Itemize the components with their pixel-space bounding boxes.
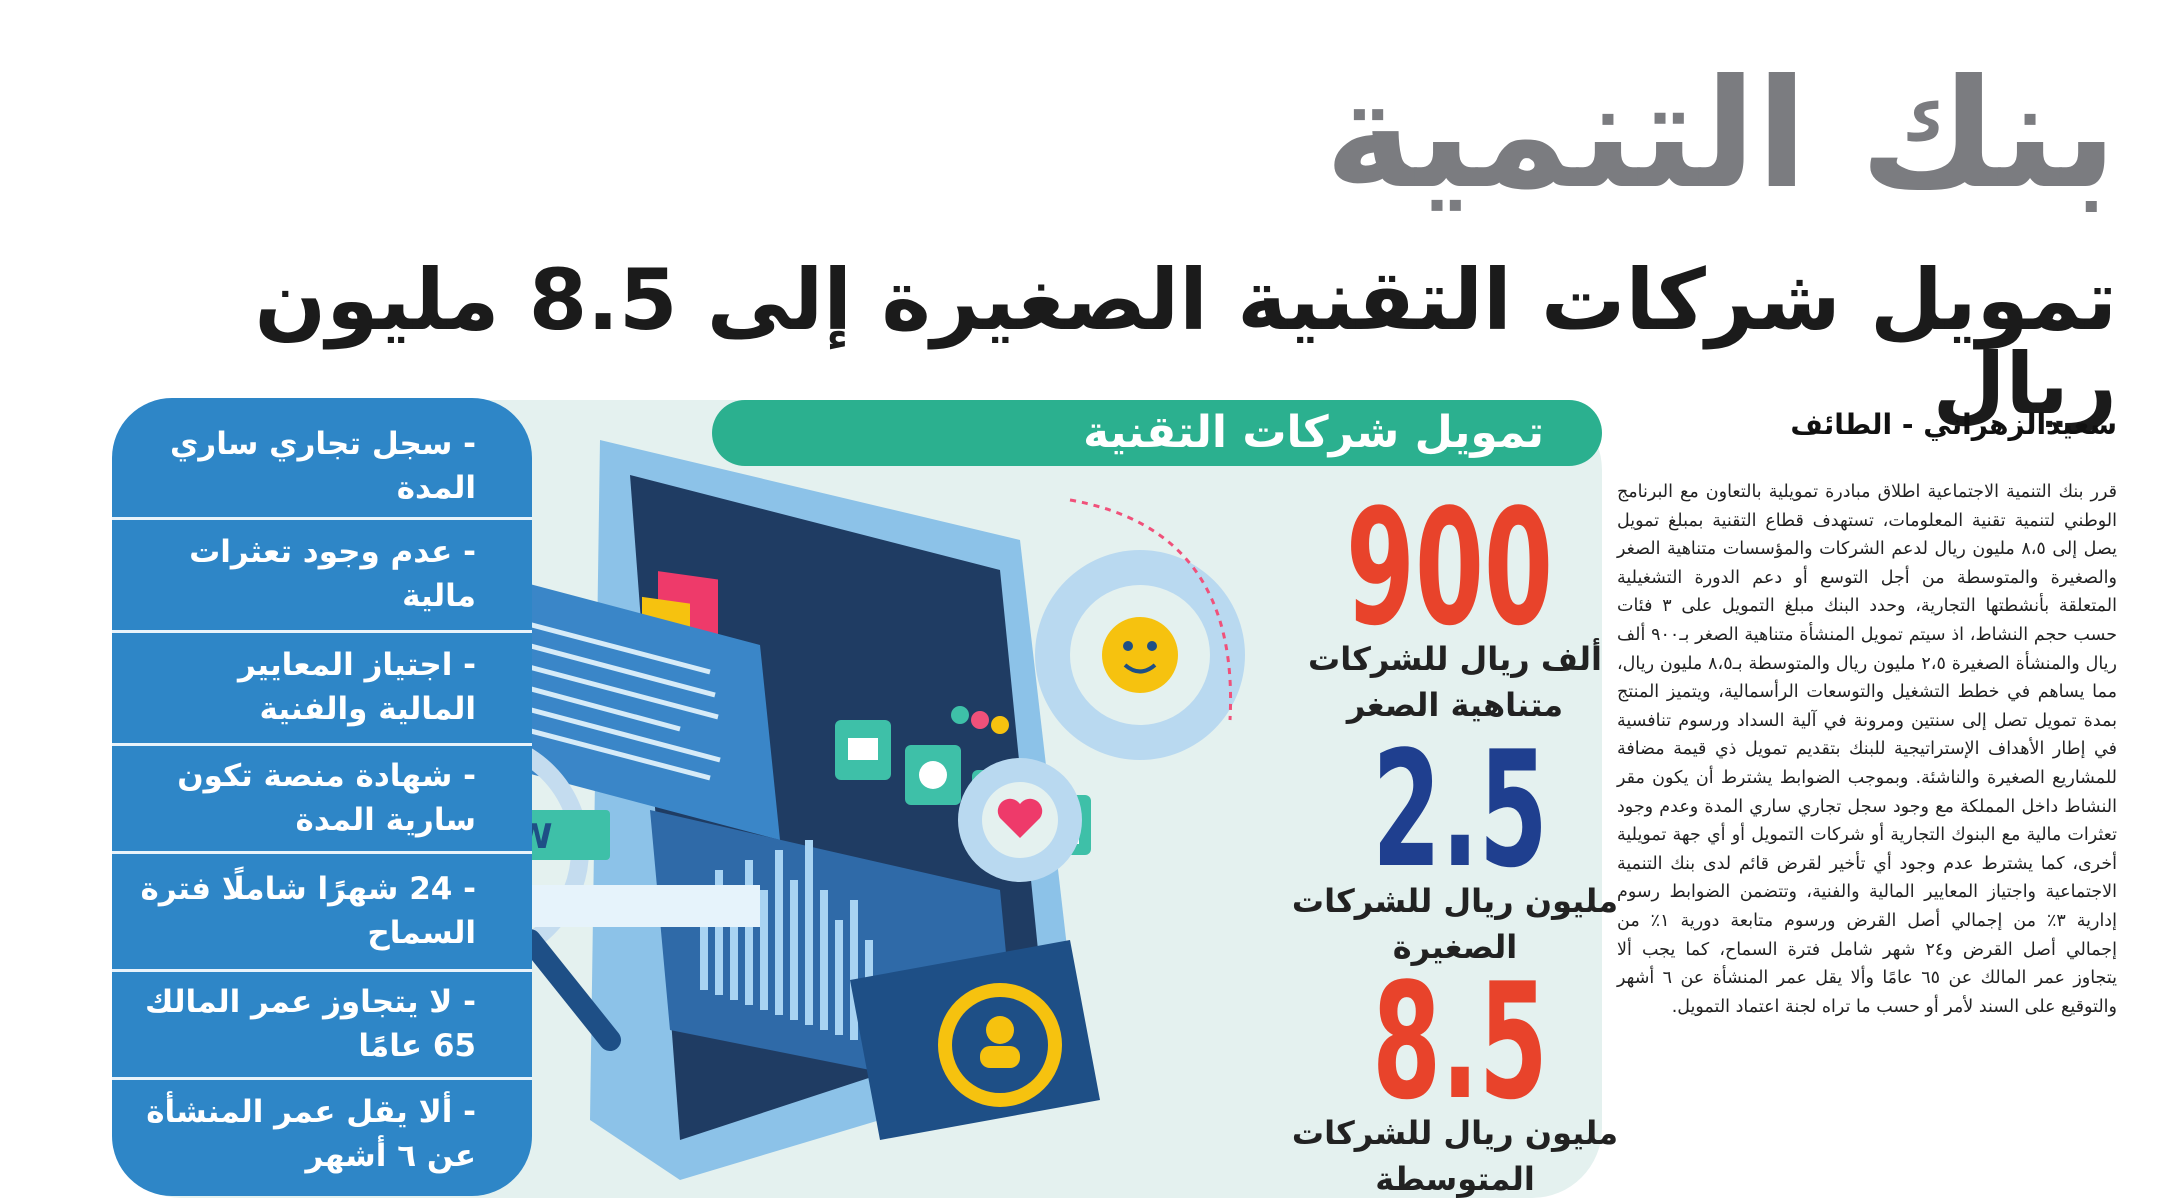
heart-gear	[958, 758, 1082, 882]
stat-value: 900	[1345, 474, 1553, 661]
window-dot	[971, 711, 989, 729]
requirement-item: - عدم وجود تعثرات مالية	[189, 534, 476, 614]
stat-value: 2.5	[1372, 716, 1548, 903]
heart-icon	[997, 798, 1043, 838]
requirement-item: - ألا يقل عمر المنشأة عن ٦ أشهر	[146, 1094, 476, 1174]
stat-label: مليون ريال للشركات المتوسطة	[1291, 1114, 1619, 1198]
infographic-banner: تمويل شركات التقنية	[712, 400, 1602, 466]
stat-label: مليون ريال للشركات الصغيرة	[1291, 882, 1619, 966]
smile-gear	[1035, 550, 1245, 760]
smile-icon	[1102, 617, 1178, 693]
divider	[112, 517, 532, 520]
stat-label: ألف ريال للشركات متناهية الصغر	[1308, 640, 1602, 724]
article-body: قرر بنك التنمية الاجتماعية اطلاق مبادرة …	[1617, 482, 2118, 1017]
page-subtitle: تمويل شركات التقنية الصغيرة إلى 8.5 مليو…	[254, 251, 2118, 433]
divider	[112, 969, 532, 972]
window-dot	[951, 706, 969, 724]
window-dot	[991, 716, 1009, 734]
divider	[112, 743, 532, 746]
page-title: بنك التنمية	[1324, 48, 2119, 222]
requirement-item: - لا يتجاوز عمر المالك 65 عامًا	[145, 984, 476, 1064]
stat-value: 8.5	[1372, 948, 1548, 1135]
technology-illustration: WWW	[380, 440, 1245, 1180]
divider	[112, 630, 532, 633]
requirement-item: - 24 شهرًا شاملًا فترة السماح	[140, 871, 476, 951]
requirement-item: - شهادة منصة تكون سارية المدة	[177, 758, 476, 838]
article-byline: سعيدالزهراني - الطائف	[1790, 408, 2117, 441]
requirement-item: - سجل تجاري ساري المدة	[169, 425, 476, 506]
divider	[112, 851, 532, 854]
requirement-item: - اجتياز المعايير المالية والفنية	[238, 647, 476, 727]
requirements-panel: - سجل تجاري ساري المدة - عدم وجود تعثرات…	[112, 398, 532, 1196]
divider	[112, 1077, 532, 1080]
